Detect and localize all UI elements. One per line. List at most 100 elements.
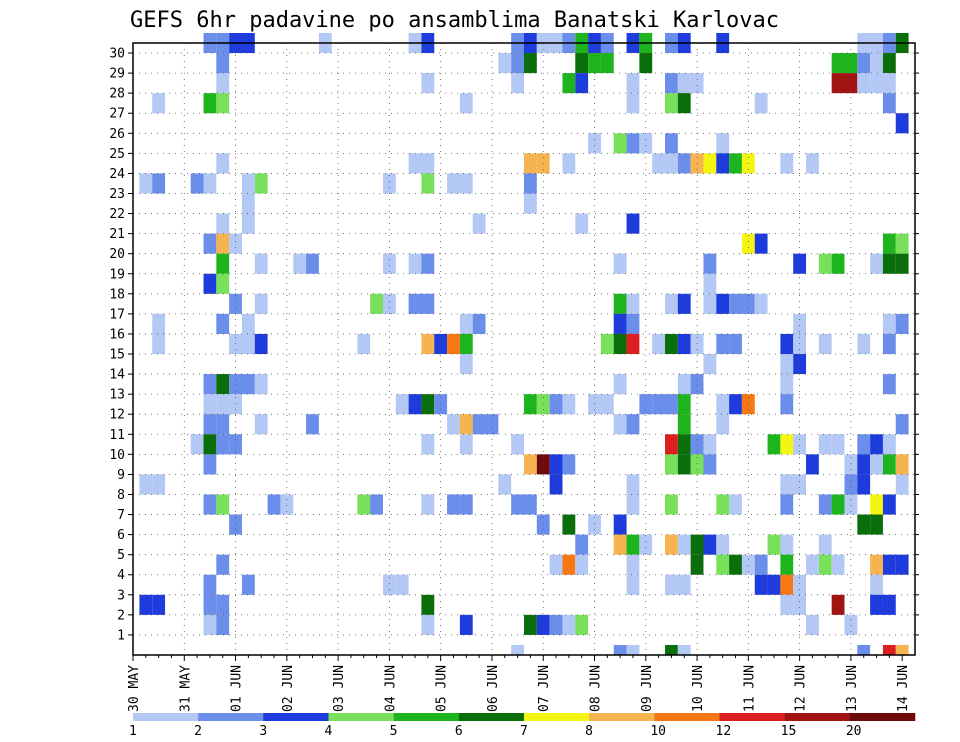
- cell-member-28-step-7: [216, 73, 230, 94]
- cell-member-15-step-47: [729, 333, 742, 355]
- cell-member-12-step-51: [780, 394, 794, 415]
- cell-member-29-step-36: [588, 53, 601, 74]
- cell-member-11-step-39: [626, 414, 640, 435]
- x-tick-label-0: 30 MAY: [127, 665, 142, 712]
- cell-member-2-step-51: [780, 594, 794, 615]
- cell-member-8-step-29: [498, 474, 512, 495]
- cell-member-11-step-6: [203, 414, 217, 435]
- cell-member-27-step-6: [203, 93, 217, 114]
- cell-member-12-step-36: [588, 394, 601, 415]
- cell-member-7-step-12: [280, 494, 294, 515]
- cell-member-29-step-55: [831, 53, 845, 74]
- cell-member-7-step-7: [216, 494, 230, 515]
- cell-member-4-step-59: [882, 554, 896, 575]
- cell-member-4-step-55: [831, 554, 845, 575]
- cell-member-4-step-46: [716, 554, 730, 575]
- cell-member-12-step-34: [562, 394, 576, 415]
- cell-member-9-step-59: [882, 454, 896, 475]
- cell-member-12-step-21: [395, 394, 409, 415]
- cell-member-12-step-46: [716, 394, 730, 415]
- y-tick-label-30: 30: [109, 47, 125, 62]
- cell-member-20-step-8: [229, 233, 242, 254]
- cell-member-15-step-43: [677, 333, 691, 355]
- cell-member-15-step-26: [459, 333, 473, 355]
- cell-member-3-step-43: [677, 574, 691, 595]
- cell-member-19-step-14: [306, 253, 319, 274]
- colorbar-swatch-3: [328, 713, 394, 721]
- y-tick-label-27: 27: [109, 107, 125, 122]
- cell-member-24-step-45: [703, 153, 717, 174]
- cell-member-3-step-9: [241, 574, 255, 595]
- cell-member-2-step-1: [139, 594, 153, 615]
- x-tick-label-7: 06 JUN: [486, 665, 501, 712]
- cell-member-1-step-34: [562, 614, 576, 635]
- cell-member-4-step-58: [870, 554, 883, 575]
- cell-member-10-step-6: [203, 434, 217, 455]
- cell-member-22-step-9: [241, 193, 255, 214]
- cell-member-28-step-39: [626, 73, 640, 94]
- y-tick-label-2: 2: [117, 608, 125, 623]
- cell-member-10-step-43: [677, 434, 691, 455]
- cell-member-3-step-58: [870, 574, 883, 595]
- cell-member-21-step-7: [216, 213, 230, 234]
- cell-member-15-step-2: [152, 333, 166, 355]
- cell-member-2-step-58: [870, 594, 883, 615]
- cell-member-27-step-59: [882, 93, 896, 114]
- cell-member-9-step-33: [549, 454, 563, 475]
- cell-member-9-step-56: [844, 454, 858, 475]
- cell-member-10-step-45: [703, 434, 717, 455]
- cell-member-14-step-26: [459, 354, 473, 375]
- cell-member-20-step-7: [216, 233, 230, 254]
- cell-member-16-step-7: [216, 313, 230, 334]
- cell-member-9-step-31: [524, 454, 537, 475]
- cell-member-17-step-49: [754, 293, 768, 314]
- cell-member-4-step-7: [216, 554, 230, 575]
- chart-title: GEFS 6hr padavine po ansamblima Banatski…: [130, 8, 779, 33]
- cell-member-16-step-39: [626, 313, 640, 334]
- cell-member-6-step-32: [536, 514, 550, 535]
- cell-member-29-step-29: [498, 53, 512, 74]
- cell-member-1-step-7: [216, 614, 230, 635]
- cell-member-12-step-7: [216, 394, 230, 415]
- colorbar-swatch-9: [719, 713, 785, 721]
- cell-member-7-step-18: [357, 494, 371, 515]
- cell-member-24-step-47: [729, 153, 742, 174]
- cell-member-15-step-25: [447, 333, 460, 355]
- cell-member-8-step-33: [549, 474, 563, 495]
- cell-member-11-step-38: [613, 414, 627, 435]
- cell-member-13-step-6: [203, 374, 217, 395]
- cell-member-1-step-53: [806, 614, 819, 635]
- colorbar-label-5: 6: [455, 724, 463, 739]
- cell-member-23-step-6: [203, 173, 217, 194]
- y-tick-label-5: 5: [117, 548, 125, 563]
- cell-member-27-step-49: [754, 93, 768, 114]
- y-tick-label-13: 13: [109, 388, 125, 403]
- cell-member-21-step-27: [472, 213, 486, 234]
- cell-member-4-step-33: [549, 554, 563, 575]
- cell-member-1-step-33: [549, 614, 563, 635]
- cell-member-23-step-9: [241, 173, 255, 194]
- colorbar-label-1: 2: [194, 724, 202, 739]
- cell-member-24-step-23: [421, 153, 435, 174]
- x-tick-label-9: 08 JUN: [589, 665, 604, 712]
- cell-member-15-step-57: [857, 333, 871, 355]
- cell-member-19-step-58: [870, 253, 883, 274]
- cell-member-10-step-51: [780, 434, 794, 455]
- cell-member-12-step-8: [229, 394, 242, 415]
- cell-member-12-step-43: [677, 394, 691, 415]
- cell-member-5-step-40: [639, 534, 653, 555]
- cell-member-15-step-37: [600, 333, 614, 355]
- cell-member-23-step-1: [139, 173, 153, 194]
- cell-member-9-step-45: [703, 454, 717, 475]
- cell-member-17-step-8: [229, 293, 242, 314]
- cell-member-17-step-48: [741, 293, 755, 314]
- colorbar-swatch-11: [849, 713, 916, 721]
- cell-member-3-step-39: [626, 574, 640, 595]
- cell-member-4-step-34: [562, 554, 576, 575]
- y-tick-label-28: 28: [109, 87, 125, 102]
- cell-member-12-step-6: [203, 394, 217, 415]
- cell-member-29-step-30: [511, 53, 524, 74]
- cell-member-4-step-60: [895, 554, 909, 575]
- y-tick-label-9: 9: [117, 468, 125, 483]
- cell-member-4-step-39: [626, 554, 640, 575]
